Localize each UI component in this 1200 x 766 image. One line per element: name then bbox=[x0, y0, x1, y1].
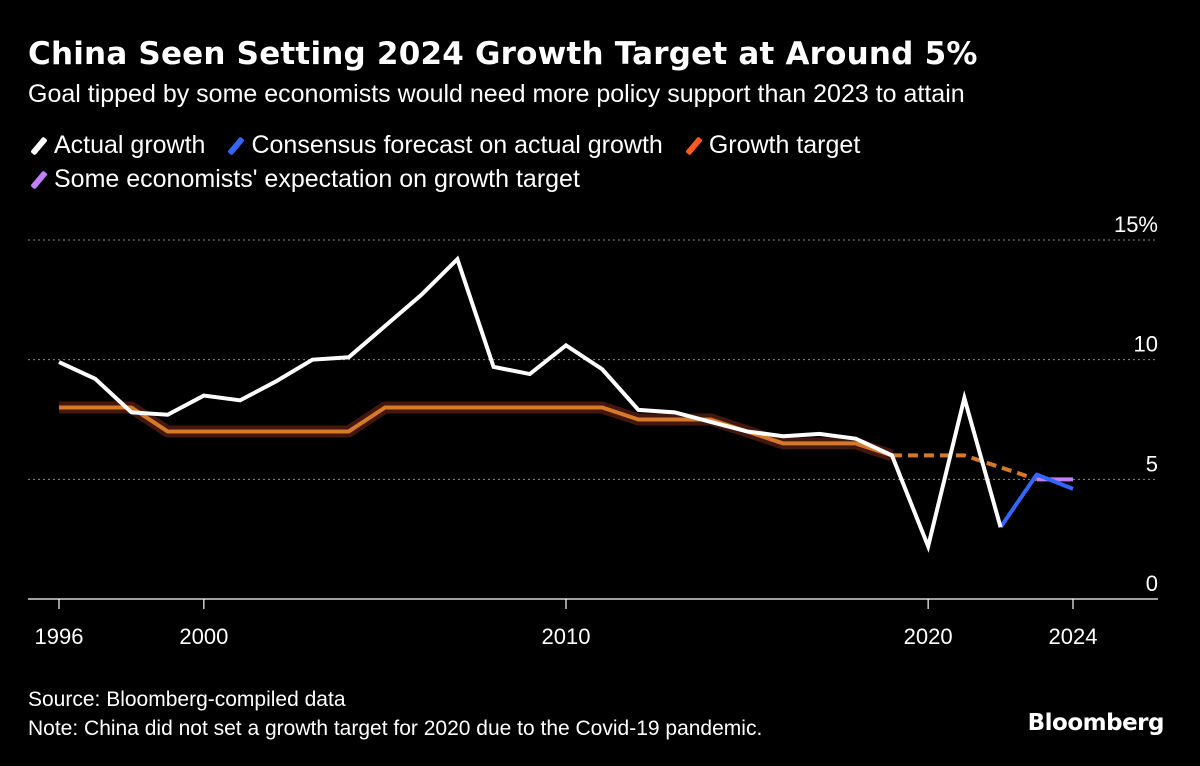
legend-item-actual: Actual growth bbox=[28, 131, 205, 160]
legend-label-actual: Actual growth bbox=[54, 131, 206, 159]
chart-subtitle: Goal tipped by some economists would nee… bbox=[28, 80, 965, 108]
legend-row-2: Some economists' expectation on growth t… bbox=[28, 165, 600, 194]
footnote: Note: China did not set a growth target … bbox=[28, 717, 763, 740]
series-consensus-forecast bbox=[998, 472, 1074, 529]
legend-label-consensus: Consensus forecast on actual growth bbox=[251, 131, 663, 159]
series-growth-target bbox=[59, 405, 893, 458]
legend-item-consensus: Consensus forecast on actual growth bbox=[225, 131, 663, 160]
x-tick-label-2020: 2020 bbox=[904, 624, 953, 649]
legend: Actual growth Consensus forecast on actu… bbox=[28, 131, 880, 160]
series-growth-target-recent bbox=[891, 453, 1038, 482]
x-tick-label-1996: 1996 bbox=[35, 624, 84, 649]
legend-item-target: Growth target bbox=[683, 131, 860, 160]
legend-label-target: Growth target bbox=[708, 131, 861, 159]
y-tick-label-0: 0 bbox=[1146, 571, 1158, 596]
bloomberg-logo: Bloomberg bbox=[1027, 710, 1165, 736]
x-tick-label-2024: 2024 bbox=[1049, 624, 1098, 649]
legend-label-expectation: Some economists' expectation on growth t… bbox=[54, 165, 580, 193]
y-tick-label-15: 15% bbox=[1114, 212, 1158, 237]
legend-item-expectation: Some economists' expectation on growth t… bbox=[28, 165, 580, 194]
y-tick-label-10: 10 bbox=[1134, 332, 1158, 357]
source-note: Source: Bloomberg-compiled data bbox=[28, 688, 346, 711]
y-tick-label-5: 5 bbox=[1146, 451, 1158, 476]
series-actual-growth bbox=[58, 255, 1003, 553]
x-tick-label-2000: 2000 bbox=[179, 624, 228, 649]
x-tick-label-2010: 2010 bbox=[542, 624, 591, 649]
chart-title: China Seen Setting 2024 Growth Target at… bbox=[28, 36, 978, 72]
